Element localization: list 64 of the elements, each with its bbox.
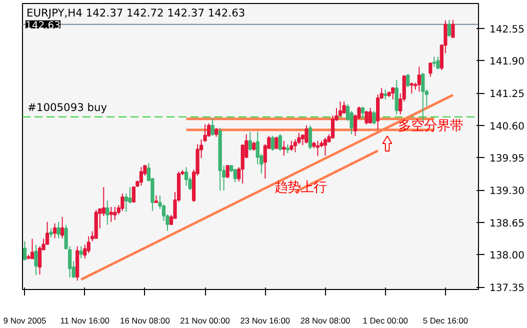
candlestick [282,140,286,156]
candlestick [109,206,113,222]
candlestick [372,110,376,125]
y-tick-label: 140.60 [490,121,524,132]
candlestick [210,117,214,136]
candlestick [278,134,282,152]
x-tick-label: 28 Nov 08:00 [300,316,350,326]
candlestick [391,86,395,100]
y-tick-label: 142.55 [490,24,524,36]
x-tick-label: 1 Dec 00:00 [362,316,408,326]
y-tick-label: 139.95 [490,154,524,165]
candlestick [184,166,188,186]
candlestick [447,19,452,38]
x-tick-label: 23 Nov 16:00 [240,316,290,326]
candlestick [22,240,27,260]
y-tick-label: 138.65 [490,218,524,230]
candlestick [113,206,117,220]
x-tick-label: 21 Nov 00:00 [180,316,230,326]
candlestick [360,106,365,120]
x-tick-label: 11 Nov 16:00 [60,316,110,326]
candlestick [56,221,60,239]
x-tick-label: 9 Nov 2005 [3,316,47,326]
candlestick [274,136,278,150]
candlestick [233,168,237,183]
candlestick [102,186,106,216]
candlestick [432,56,436,68]
candlestick [323,137,328,156]
candlestick [304,124,308,144]
candlestick [338,100,342,118]
candlestick [308,124,312,150]
x-tick-label: 16 Nov 08:00 [120,316,170,326]
candlestick [410,82,414,94]
candlestick [368,107,372,124]
y-tick-label: 141.25 [490,89,524,100]
candlestick [106,200,110,226]
candlestick [406,74,410,88]
y-tick-label: 139.30 [490,186,524,198]
candlestick [342,100,346,114]
chart-title: EURJPY,H4 142.37 142.72 142.37 142.63 [26,6,246,20]
candlestick [417,66,421,92]
candlestick [428,62,432,78]
ref-line-label: #1005093 buy [28,100,108,114]
y-tick-label: 141.90 [490,56,524,68]
candlestick [132,186,136,202]
x-tick-label: 5 Dec 16:00 [422,316,468,326]
candlestick [384,89,388,100]
candlestick [139,166,144,186]
candlestick [290,140,294,152]
candlestick [394,80,398,115]
candlestick [248,131,252,152]
candlestick [436,56,440,70]
candlestick [79,246,83,259]
candlestick [364,110,368,125]
candlestick [52,222,57,239]
candlestick [270,135,274,152]
candlestick [30,238,34,260]
candlestick [38,246,42,276]
candlestick [226,164,230,179]
y-tick-label: 137.35 [490,283,524,294]
y-tick-label: 138.00 [490,250,524,262]
candlestick [451,19,455,38]
candlestick [60,216,64,239]
candlestick [120,193,124,212]
candlestick [34,244,38,276]
